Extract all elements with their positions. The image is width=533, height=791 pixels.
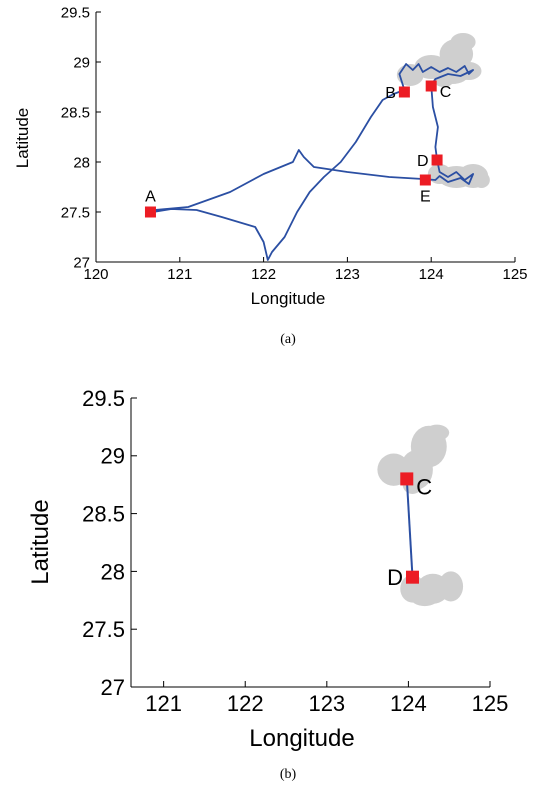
cluster-blob — [410, 587, 440, 607]
marker-label-c: C — [416, 474, 432, 499]
y-tick-label: 29 — [73, 54, 90, 71]
marker-b — [398, 86, 410, 98]
x-tick-label: 125 — [502, 266, 527, 283]
marker-c — [400, 472, 414, 486]
stop-cluster-area — [427, 164, 490, 188]
y-tick-label: 29 — [101, 444, 125, 469]
stop-cluster-area — [396, 33, 482, 87]
y-tick-label: 28 — [101, 559, 125, 584]
x-tick-label: 123 — [335, 266, 360, 283]
x-tick-label: 124 — [390, 691, 427, 716]
panel-b-caption: (b) — [280, 767, 297, 782]
marker-d — [405, 570, 419, 584]
x-tick-label: 125 — [472, 691, 509, 716]
panel-a-xlabel: Longitude — [251, 289, 326, 308]
marker-label-d: D — [387, 565, 403, 590]
trajectory-line — [150, 63, 475, 261]
x-tick-label: 121 — [145, 691, 182, 716]
cluster-blob — [450, 33, 476, 51]
x-tick-label: 122 — [251, 266, 276, 283]
y-tick-label: 28 — [73, 154, 90, 171]
marker-label-a: A — [145, 189, 156, 206]
x-tick-label: 122 — [227, 691, 264, 716]
marker-label-e: E — [420, 188, 431, 205]
panel-b-chart: Latitude Longitude (b) 27 27.5 28 28.5 29 29.… — [27, 386, 508, 782]
y-tick-label: 28.5 — [82, 502, 125, 527]
y-tick-label: 29.5 — [82, 386, 125, 411]
trajectory-line — [405, 478, 414, 578]
marker-d — [431, 154, 443, 166]
cluster-blob — [424, 424, 450, 441]
marker-a — [144, 206, 156, 218]
marker-label-b: B — [385, 85, 396, 102]
cluster-blob — [438, 571, 464, 602]
marker-label-c: C — [440, 84, 452, 101]
y-tick-label: 29.5 — [61, 4, 90, 21]
y-tick-label: 27 — [101, 675, 125, 700]
cluster-blob — [433, 73, 454, 87]
cluster-blob — [473, 172, 490, 188]
y-tick-label: 27 — [73, 254, 90, 271]
stop-cluster-area — [377, 424, 450, 494]
panel-a-chart: Latitude Longitude (a) 27 27.5 28 28.5 29 29.… — [13, 4, 528, 347]
x-tick-label: 123 — [308, 691, 345, 716]
y-tick-label: 27.5 — [82, 617, 125, 642]
x-tick-label: 121 — [167, 266, 192, 283]
x-tick-label: 120 — [83, 266, 108, 283]
marker-label-d: D — [417, 153, 429, 170]
x-tick-label: 124 — [419, 266, 444, 283]
panel-b-xlabel: Longitude — [249, 725, 354, 752]
y-tick-label: 27.5 — [61, 204, 90, 221]
panel-a-ylabel: Latitude — [13, 108, 32, 169]
panel-b-ylabel: Latitude — [27, 499, 54, 584]
panel-a-caption: (a) — [280, 332, 296, 347]
marker-c — [425, 80, 437, 92]
y-tick-label: 28.5 — [61, 104, 90, 121]
marker-e — [419, 174, 431, 186]
